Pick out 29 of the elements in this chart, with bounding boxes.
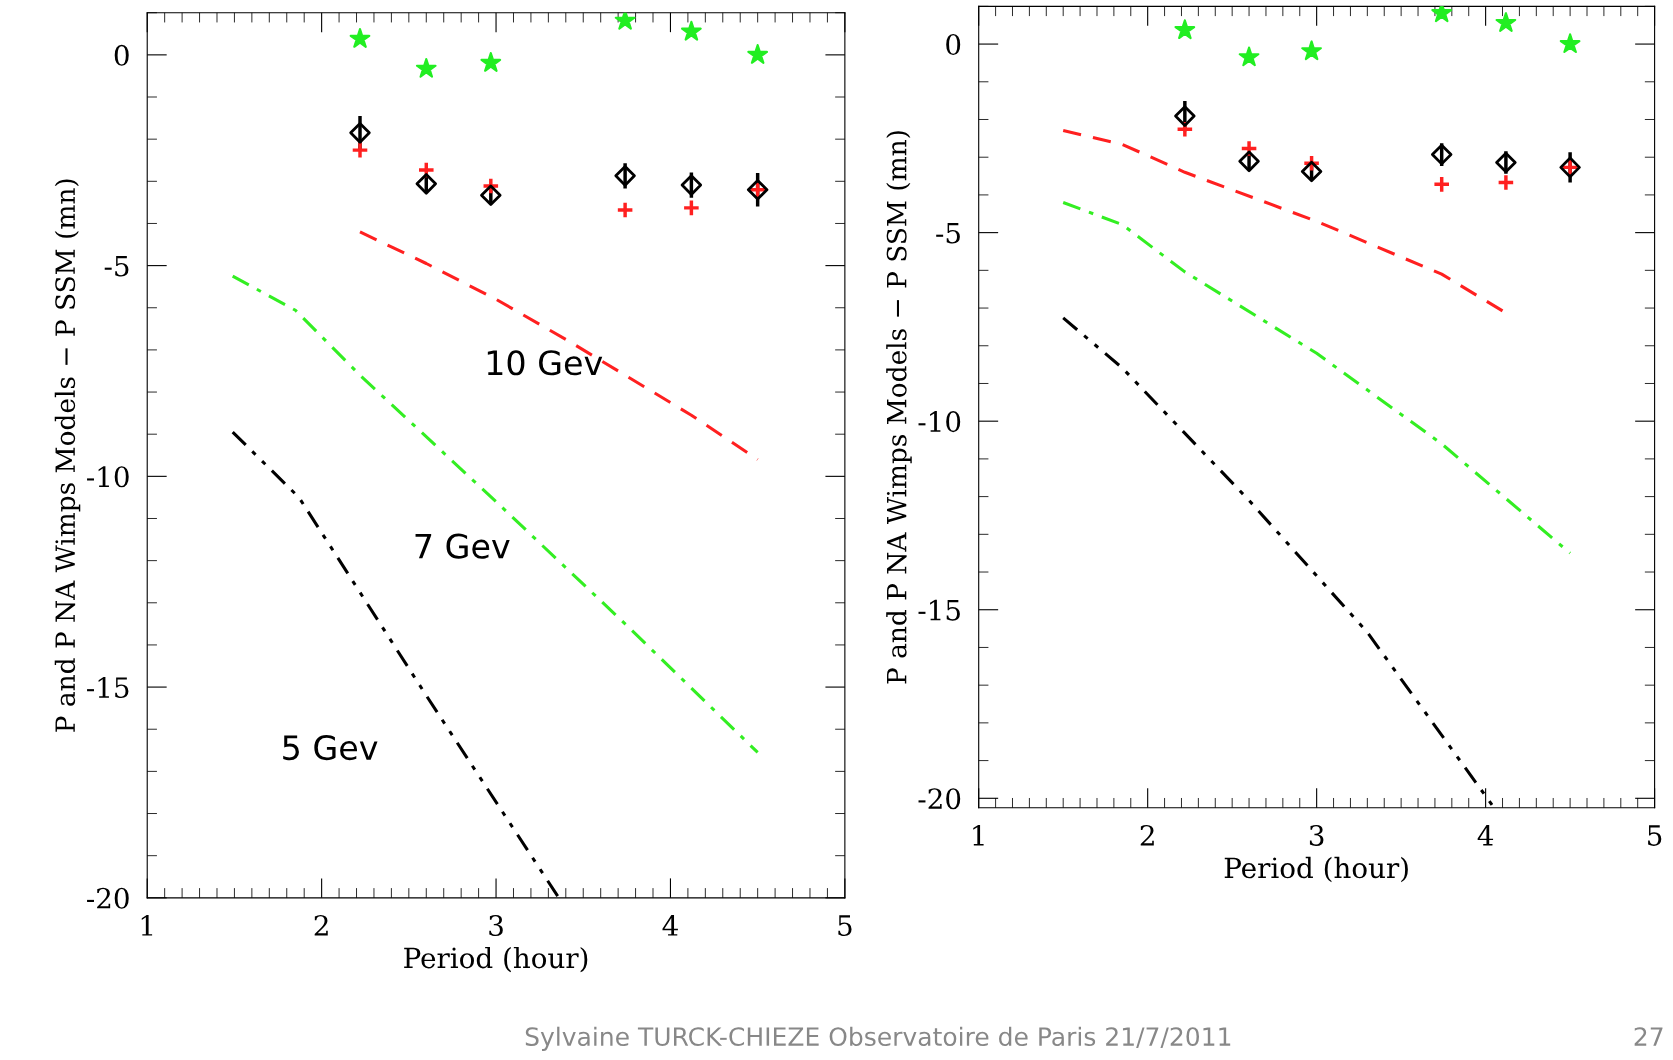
text: Sylvaine TURCK-CHIEZE Observatoire de Paris 21/7/2011 <box>525 1026 1231 1051</box>
x-tick-label: 5 <box>1648 825 1662 846</box>
y-tick-label: 0 <box>114 44 129 66</box>
y-tick-label: -15 <box>918 599 960 621</box>
x-axis-title: Period (hour) <box>404 946 588 973</box>
annotation: 7 Gev <box>415 533 510 559</box>
x-tick-label: 3 <box>489 914 503 936</box>
x-tick-label: 1 <box>973 824 984 846</box>
x-axis-title: Period (hour) <box>1224 856 1408 883</box>
y-tick-label: -20 <box>918 788 961 810</box>
x-tick-label: 3 <box>1309 824 1324 846</box>
x-tick-label: 5 <box>838 915 852 936</box>
annotation: 5 Gev <box>283 734 378 761</box>
y-axis-title: P and P NA Wimps Models − P SSM (mn) <box>886 131 912 684</box>
y-tick-label: -10 <box>918 411 961 433</box>
y-tick-label: -15 <box>87 677 129 699</box>
annotation: 10 Gev <box>487 350 603 376</box>
y-tick-label: -5 <box>936 222 960 244</box>
y-tick-label: -20 <box>87 887 129 909</box>
x-tick-label: 4 <box>662 914 678 936</box>
x-tick-label: 2 <box>314 914 328 936</box>
y-tick-label: -5 <box>104 255 129 277</box>
x-tick-label: 4 <box>1477 824 1494 846</box>
x-tick-label: 2 <box>1140 824 1154 846</box>
y-tick-label: 0 <box>946 34 961 56</box>
y-tick-label: -10 <box>87 466 129 488</box>
x-tick-label: 1 <box>141 914 153 936</box>
text: 27 <box>1634 1027 1663 1046</box>
y-axis-title: P and P NA Wimps Models − P SSM (mn) <box>54 179 81 732</box>
